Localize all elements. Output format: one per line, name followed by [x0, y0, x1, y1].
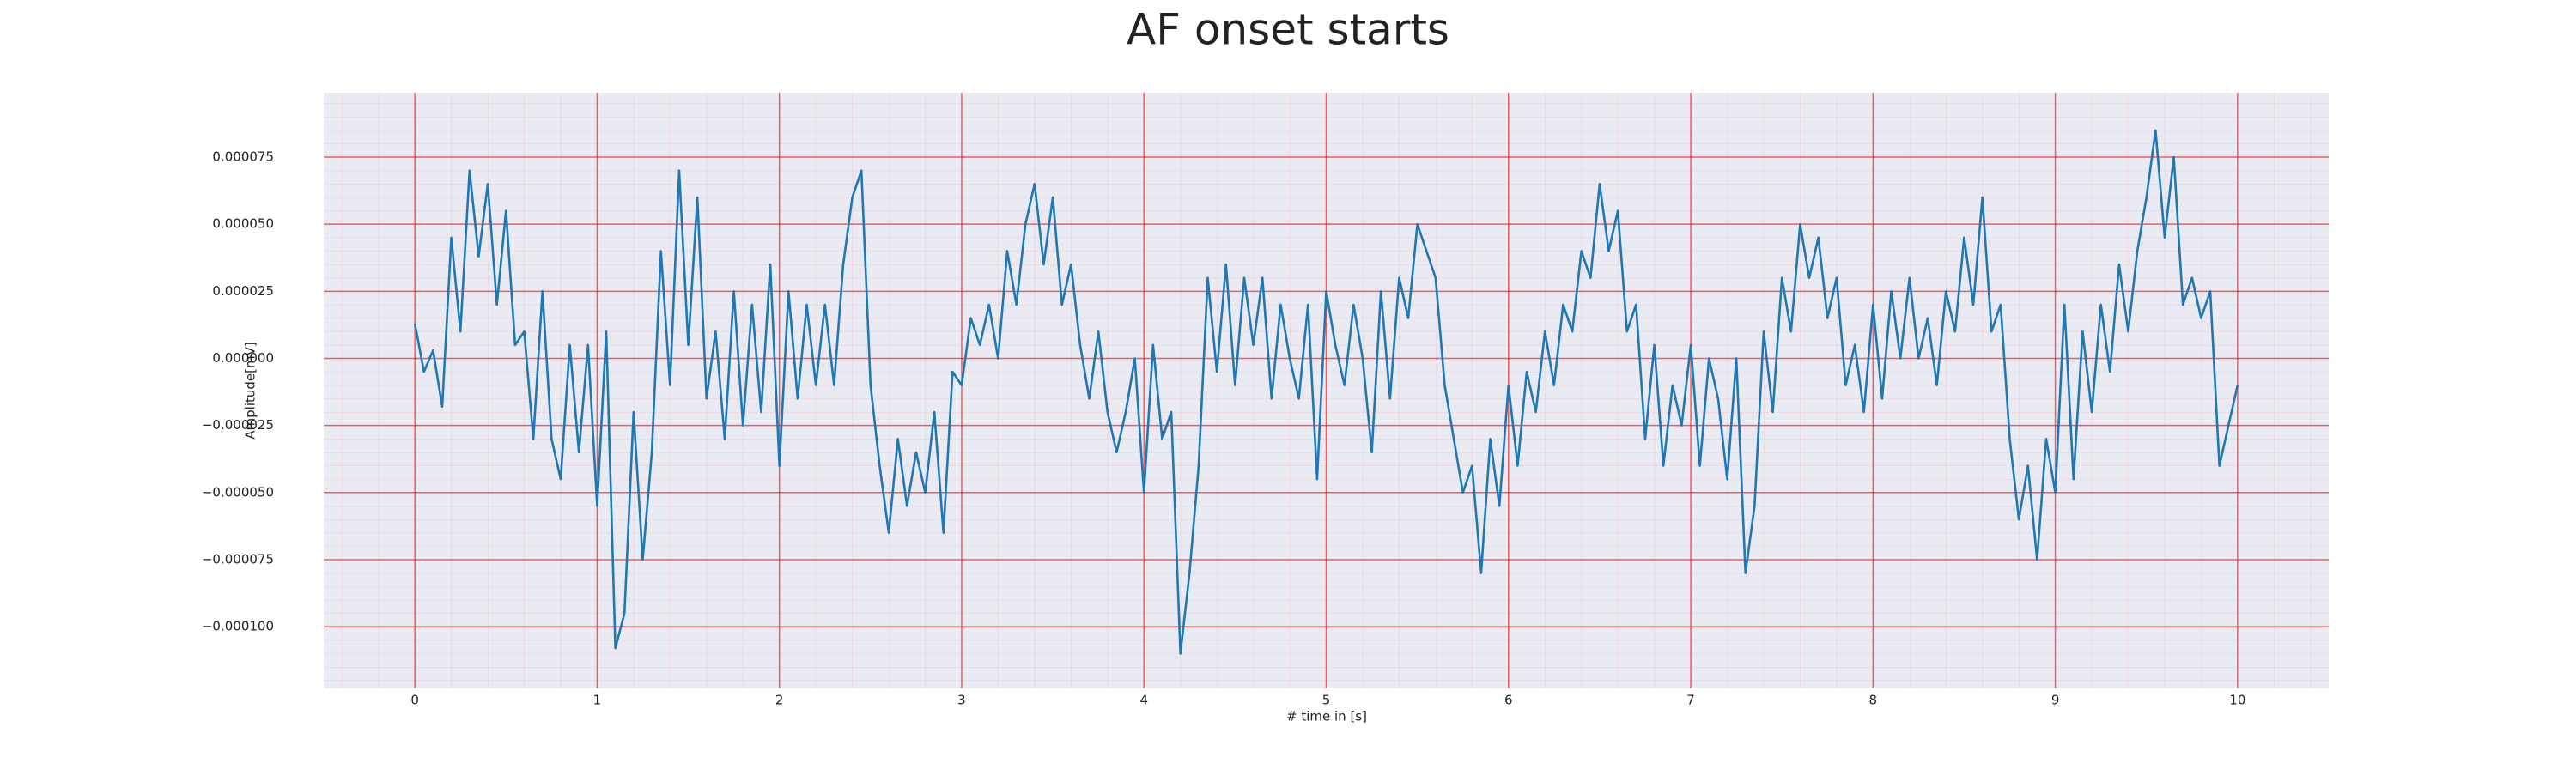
- y-tick-label: −0.000050: [202, 484, 274, 500]
- y-tick-label: 0.000050: [212, 216, 274, 232]
- x-tick-label: 7: [1686, 693, 1695, 708]
- x-tick-label: 2: [775, 693, 784, 708]
- data-line: [413, 129, 2239, 655]
- y-axis-label: Amplitude[mV]: [243, 342, 258, 439]
- x-axis-label: # time in [s]: [1286, 709, 1367, 724]
- y-tick-label: 0.000075: [212, 149, 274, 165]
- y-tick-label: 0.000025: [212, 283, 274, 299]
- x-tick-label: 6: [1504, 693, 1513, 708]
- x-tick-label: 4: [1139, 693, 1148, 708]
- y-tick-label: 0.000000: [212, 350, 274, 366]
- x-tick-label: 8: [1869, 693, 1878, 708]
- y-tick-label: −0.000100: [202, 619, 274, 634]
- x-tick-label: 10: [2229, 693, 2245, 708]
- chart-title: AF onset starts: [1127, 5, 1449, 55]
- x-tick-label: 5: [1322, 693, 1331, 708]
- x-tick-label: 3: [957, 693, 966, 708]
- y-tick-label: −0.000025: [202, 417, 274, 433]
- x-tick-label: 9: [2051, 693, 2060, 708]
- x-tick-label: 1: [593, 693, 602, 708]
- x-tick-label: 0: [410, 693, 419, 708]
- y-tick-label: −0.000075: [202, 551, 274, 567]
